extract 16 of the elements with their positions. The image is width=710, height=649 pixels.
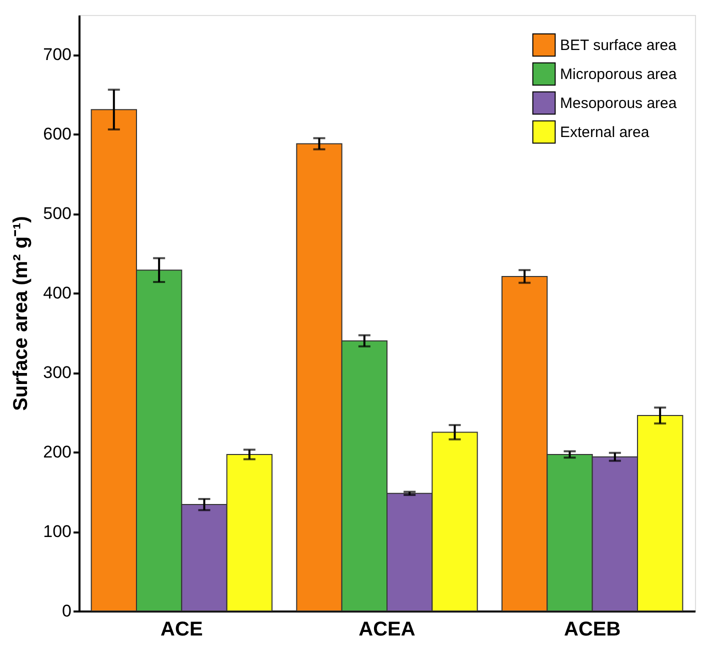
legend-label: External area [560, 124, 650, 141]
y-axis-title: Surface area (m² g⁻¹) [10, 216, 32, 411]
y-tick-label: 400 [43, 284, 72, 303]
y-tick-label: 100 [43, 522, 72, 542]
legend-label: BET surface area [560, 37, 678, 54]
y-tick-label: 200 [43, 442, 72, 462]
x-tick-label: ACEB [564, 618, 621, 640]
x-tick-label: ACEA [358, 618, 416, 640]
y-tick-label: 0 [62, 602, 72, 620]
legend-label: Mesoporous area [560, 95, 678, 112]
legend-label: Microporous area [560, 66, 678, 83]
y-tick-label: 500 [43, 204, 72, 224]
x-tick-label: ACE [160, 618, 203, 640]
y-tick-label: 600 [43, 124, 72, 144]
y-tick-label: 300 [43, 363, 72, 382]
y-tick-label: 700 [43, 45, 72, 64]
